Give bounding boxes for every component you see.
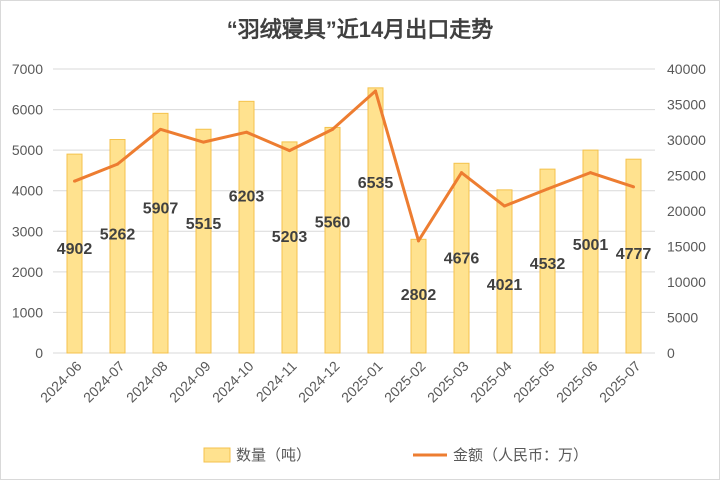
- right-tick-label: 15000: [667, 239, 706, 255]
- bar: [195, 128, 212, 354]
- bar: [539, 168, 556, 354]
- chart-title: “羽绒寝具”近14月出口走势: [227, 17, 493, 42]
- x-tick-label: 2025-06: [553, 358, 601, 406]
- bar: [367, 87, 384, 354]
- left-tick-label: 4000: [12, 183, 43, 199]
- bar: [453, 162, 470, 354]
- left-tick-label: 7000: [12, 61, 43, 77]
- left-tick-label: 1000: [12, 304, 43, 320]
- left-tick-label: 5000: [12, 142, 43, 158]
- x-tick-label: 2024-07: [80, 358, 128, 406]
- data-label: 5560: [315, 214, 351, 231]
- bar: [109, 139, 126, 354]
- x-tick-label: 2024-06: [37, 358, 85, 406]
- line-point: [374, 89, 377, 93]
- bar: [625, 158, 642, 354]
- right-tick-label: 10000: [667, 274, 706, 290]
- x-tick-label: 2025-02: [381, 358, 429, 406]
- right-axis: 0 5000 10000 15000 20000 25000 30000 35000 40000: [667, 61, 706, 361]
- line-point: [288, 149, 291, 153]
- right-tick-label: 25000: [667, 168, 706, 184]
- data-label: 5515: [186, 216, 222, 233]
- line-point: [460, 171, 463, 175]
- data-label: 5262: [100, 227, 136, 244]
- bar: [281, 141, 298, 354]
- data-labels: 4902 5262 5907 5515 6203 5203 5560 6535 2802 4676…: [57, 175, 652, 304]
- x-tick-label: 2025-04: [467, 358, 515, 406]
- x-tick-label: 2024-10: [209, 358, 257, 406]
- legend-bar-label: 数量（吨）: [236, 447, 311, 464]
- data-label: 4676: [444, 250, 480, 267]
- data-label: 4902: [57, 241, 93, 258]
- data-label: 6535: [358, 175, 394, 192]
- bar: [66, 153, 83, 354]
- x-tick-label: 2024-12: [295, 358, 343, 406]
- line-point: [417, 239, 420, 243]
- data-label: 5907: [143, 200, 179, 217]
- legend-bar-swatch: [203, 447, 231, 463]
- left-tick-label: 2000: [12, 264, 43, 280]
- line-point: [202, 140, 205, 144]
- data-label: 2802: [401, 287, 437, 304]
- amount-line: [73, 89, 634, 243]
- right-tick-label: 20000: [667, 203, 706, 219]
- data-label: 5203: [272, 229, 308, 246]
- bar: [496, 189, 513, 354]
- right-tick-label: 30000: [667, 132, 706, 148]
- x-tick-label: 2025-03: [424, 358, 472, 406]
- x-tick-label: 2024-08: [123, 358, 171, 406]
- x-tick-label: 2025-01: [338, 358, 386, 406]
- bar-series: [66, 87, 642, 354]
- bar: [582, 149, 599, 354]
- line-point: [116, 162, 119, 166]
- left-tick-label: 0: [35, 345, 43, 361]
- x-tick-label: 2025-05: [510, 358, 558, 406]
- line-point: [632, 185, 635, 189]
- line-point: [245, 130, 248, 134]
- bar: [238, 100, 255, 354]
- x-axis: 2024-062024-072024-082024-092024-102024-…: [37, 358, 644, 406]
- right-tick-label: 0: [667, 345, 675, 361]
- bar: [324, 126, 341, 354]
- left-axis: 0 1000 2000 3000 4000 5000 6000 7000: [12, 61, 43, 361]
- data-label: 4021: [487, 277, 523, 294]
- line-series: [73, 89, 635, 243]
- right-tick-label: 5000: [667, 310, 698, 326]
- line-point: [73, 179, 76, 183]
- x-tick-label: 2024-09: [166, 358, 214, 406]
- data-label: 4777: [616, 246, 652, 263]
- line-point: [331, 127, 334, 131]
- data-label: 4532: [530, 256, 566, 273]
- x-tick-label: 2024-11: [253, 358, 300, 405]
- right-tick-label: 35000: [667, 97, 706, 113]
- line-point: [546, 187, 549, 191]
- x-tick-label: 2025-07: [596, 358, 644, 406]
- left-tick-label: 6000: [12, 102, 43, 118]
- right-tick-label: 40000: [667, 61, 706, 77]
- legend-line-label: 金额（人民币：万）: [453, 447, 588, 464]
- line-point: [159, 127, 162, 131]
- line-point: [503, 204, 506, 208]
- line-point: [589, 171, 592, 175]
- bar: [152, 112, 169, 354]
- left-tick-label: 3000: [12, 223, 43, 239]
- data-label: 6203: [229, 188, 265, 205]
- legend: 数量（吨） 金额（人民币：万）: [203, 447, 588, 464]
- data-label: 5001: [573, 237, 609, 254]
